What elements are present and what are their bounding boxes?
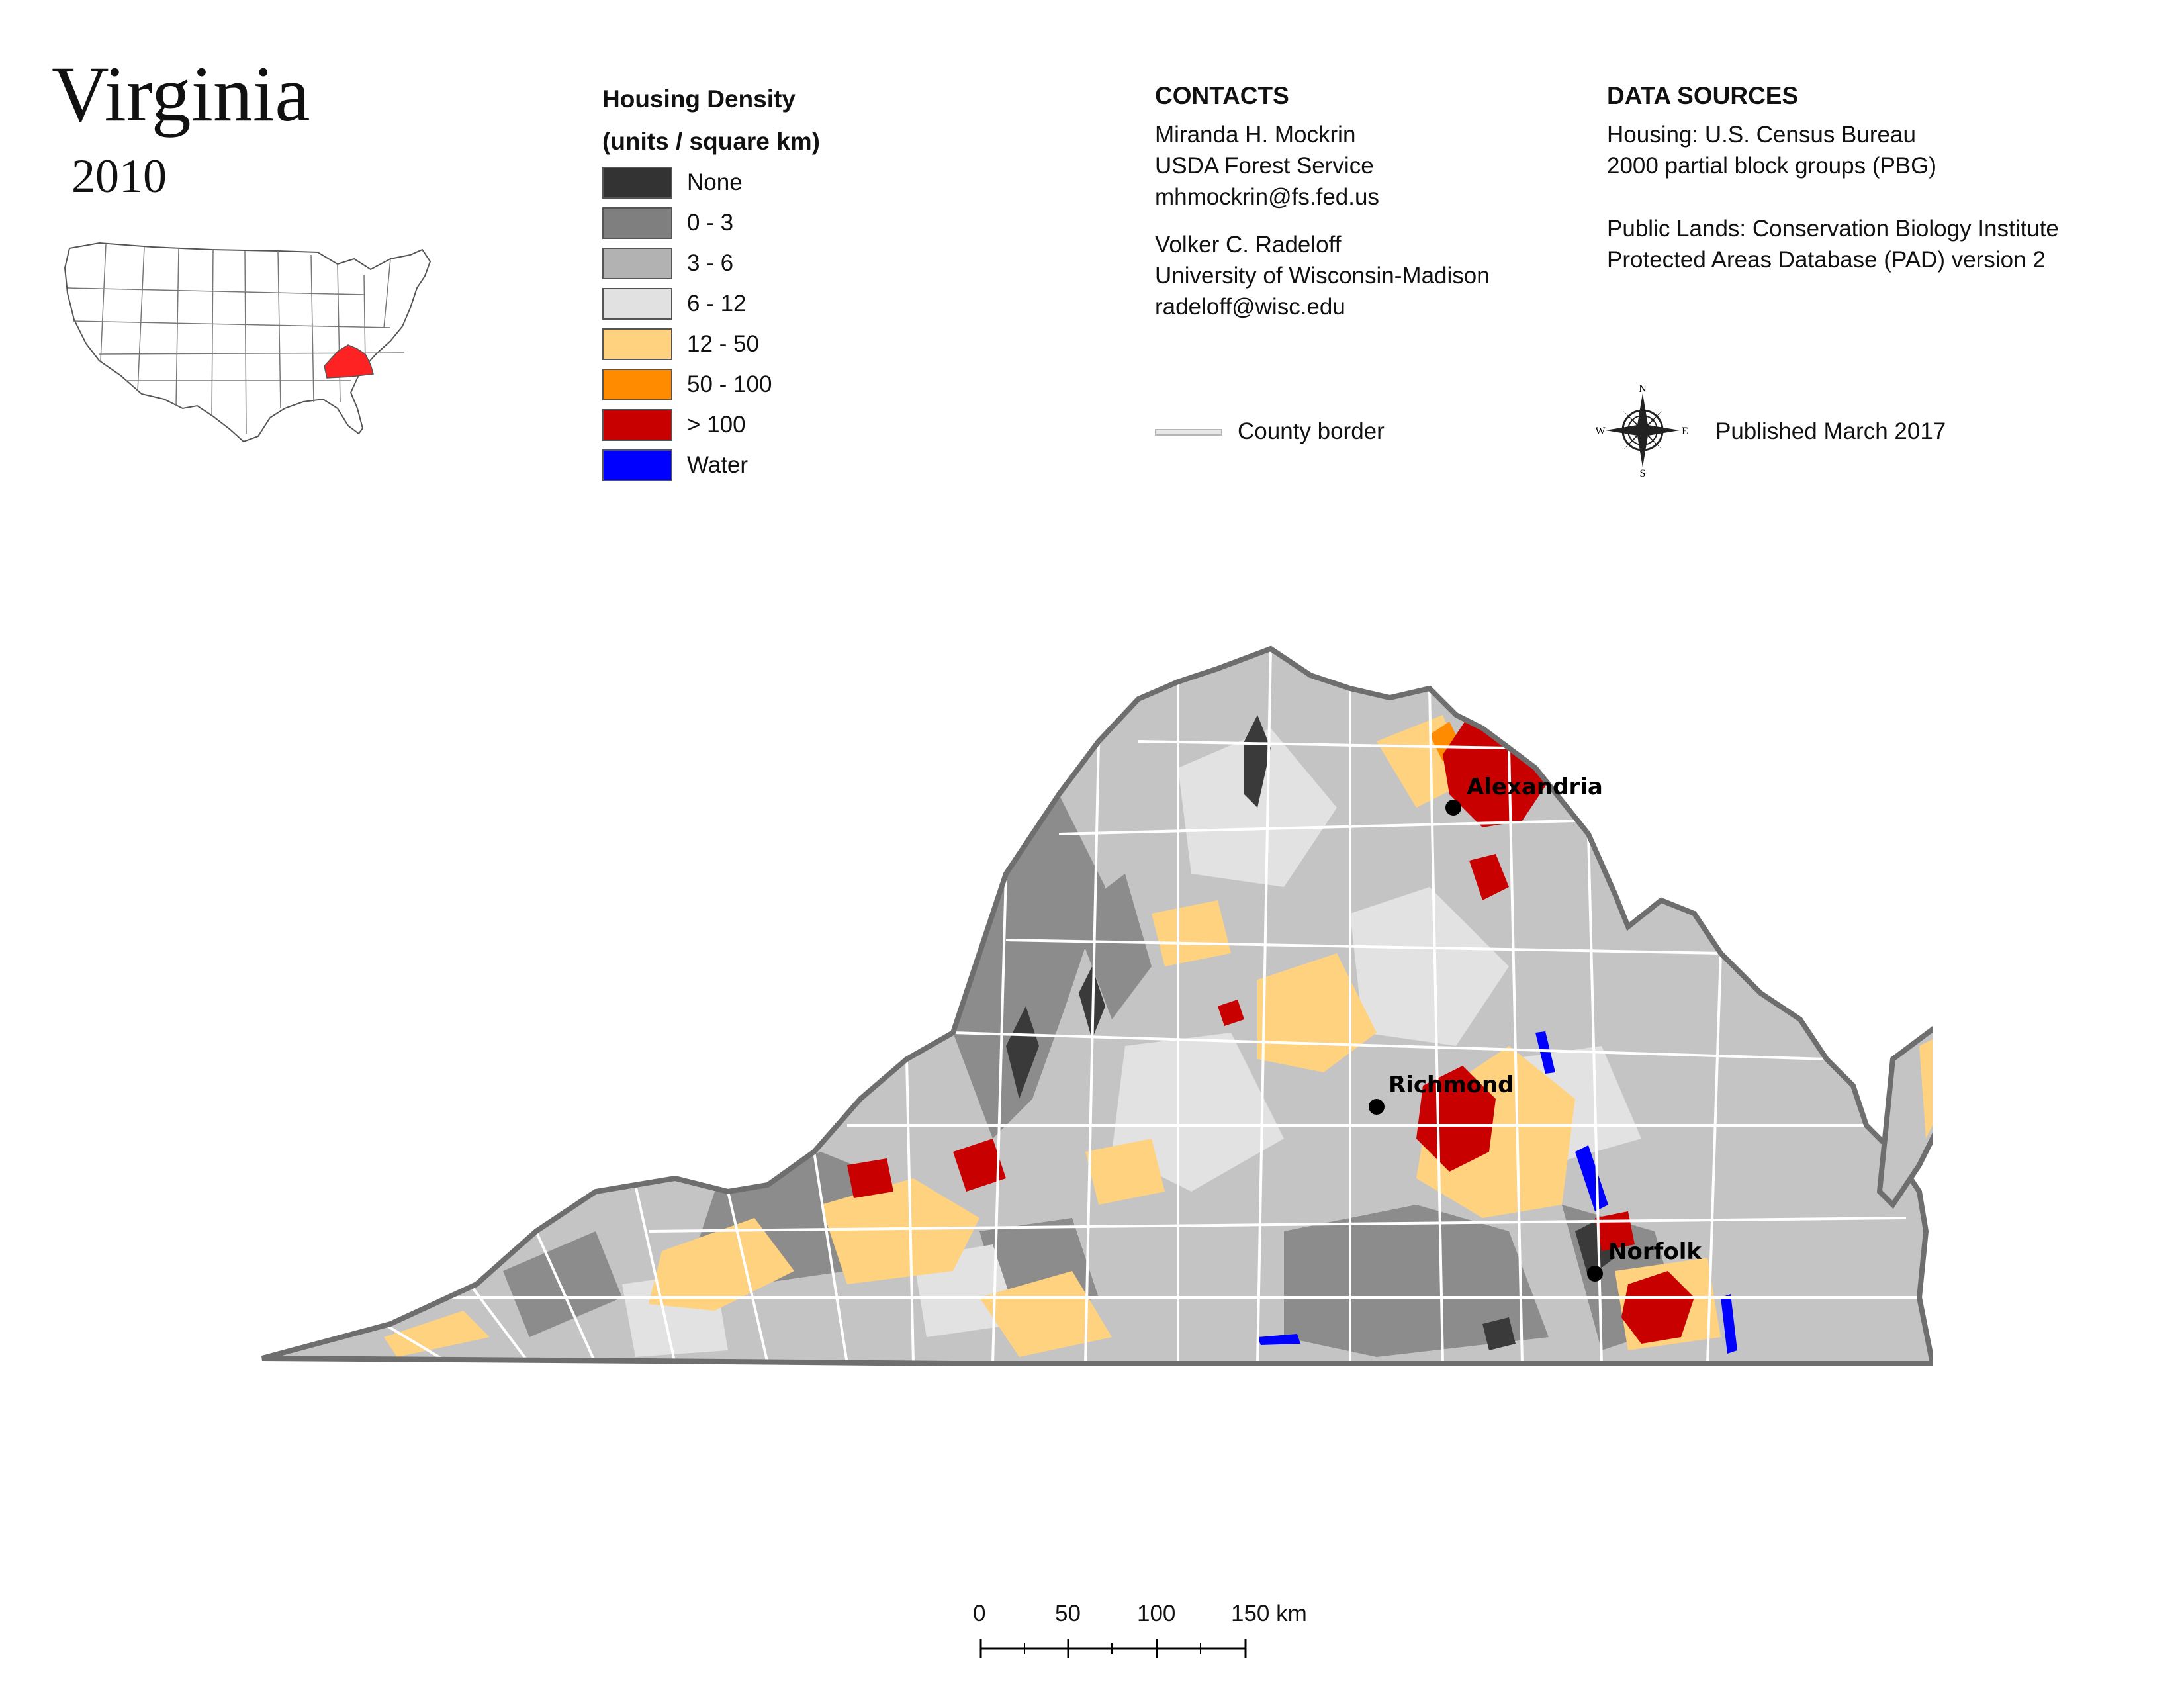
city-marker-alexandria xyxy=(1445,800,1461,816)
usa-outline xyxy=(64,242,432,443)
city-label-richmond: Richmond xyxy=(1388,1072,1514,1098)
legend-swatch xyxy=(602,288,672,320)
contact-block-1: Miranda H. Mockrin USDA Forest Service m… xyxy=(1155,119,1379,212)
legend-title-line2: (units / square km) xyxy=(602,128,820,155)
legend-label: 6 - 12 xyxy=(687,291,747,316)
county-border-legend-label: County border xyxy=(1238,418,1385,444)
contacts-heading: CONTACTS xyxy=(1155,82,1289,109)
map-year: 2010 xyxy=(71,150,167,203)
usa-inset-map xyxy=(64,242,432,443)
lands-source: Public Lands: Conservation Biology Insti… xyxy=(1607,213,2059,275)
published-date: Published March 2017 xyxy=(1715,418,1946,444)
compass-s: S xyxy=(1640,468,1646,477)
legend-label: 3 - 6 xyxy=(687,250,734,276)
legend-label: Water xyxy=(687,452,749,478)
scale-tick-150: 150 km xyxy=(1231,1601,1307,1626)
contact-block-2: Volker C. Radeloff University of Wiscons… xyxy=(1155,229,1490,322)
sources-heading: DATA SOURCES xyxy=(1607,82,1799,109)
eastern-shore xyxy=(1876,1026,1933,1209)
lands-source-line2: Protected Areas Database (PAD) version 2 xyxy=(1607,247,2046,273)
legend-label: > 100 xyxy=(687,412,746,438)
scale-tick-50: 50 xyxy=(1055,1601,1081,1626)
legend-label: 50 - 100 xyxy=(687,371,772,397)
legend-title: Housing Density (units / square km) xyxy=(602,78,820,163)
city-label-norfolk: Norfolk xyxy=(1608,1239,1702,1265)
legend-label: 0 - 3 xyxy=(687,210,734,236)
legend-label: 12 - 50 xyxy=(687,331,759,357)
legend-swatch xyxy=(602,449,672,481)
contact-email: radeloff@wisc.edu xyxy=(1155,294,1345,320)
contact-name: Volker C. Radeloff xyxy=(1155,232,1342,258)
housing-source: Housing: U.S. Census Bureau 2000 partial… xyxy=(1607,119,1936,181)
contact-name: Miranda H. Mockrin xyxy=(1155,122,1356,148)
housing-source-line1: Housing: U.S. Census Bureau xyxy=(1607,122,1916,148)
compass-n: N xyxy=(1639,384,1647,395)
map-title: Virginia xyxy=(52,50,310,138)
legend-title-line1: Housing Density xyxy=(602,85,796,113)
scale-tick-100: 100 xyxy=(1137,1601,1176,1626)
usa-state-lines xyxy=(67,244,404,434)
county-border-legend-line xyxy=(1155,429,1222,436)
compass-e: E xyxy=(1682,426,1688,437)
compass-w: W xyxy=(1596,426,1606,437)
eastern-shore-density xyxy=(1919,1039,1933,1139)
compass-rose-icon: N S W E xyxy=(1596,384,1688,477)
scale-tick-0: 0 xyxy=(973,1601,986,1626)
city-marker-norfolk xyxy=(1587,1266,1603,1282)
legend-swatch xyxy=(602,248,672,279)
legend-swatch xyxy=(602,409,672,441)
lands-source-line1: Public Lands: Conservation Biology Insti… xyxy=(1607,216,2059,242)
county-borders xyxy=(383,649,1919,1364)
city-marker-richmond xyxy=(1369,1099,1385,1115)
legend-swatch xyxy=(602,167,672,199)
contact-org: USDA Forest Service xyxy=(1155,153,1374,179)
virginia-outline xyxy=(261,645,1933,1366)
legend-swatch xyxy=(602,207,672,239)
housing-source-line2: 2000 partial block groups (PBG) xyxy=(1607,153,1937,179)
legend-swatch xyxy=(602,328,672,360)
contact-email: mhmockrin@fs.fed.us xyxy=(1155,184,1379,210)
virginia-housing-density-map: Alexandria Richmond Norfolk xyxy=(261,645,1933,1366)
city-label-alexandria: Alexandria xyxy=(1467,774,1603,800)
contact-org: University of Wisconsin-Madison xyxy=(1155,263,1490,289)
legend-label: None xyxy=(687,169,743,195)
legend-swatch xyxy=(602,369,672,400)
scale-bar xyxy=(979,1639,1247,1658)
virginia-highlight xyxy=(324,344,374,379)
